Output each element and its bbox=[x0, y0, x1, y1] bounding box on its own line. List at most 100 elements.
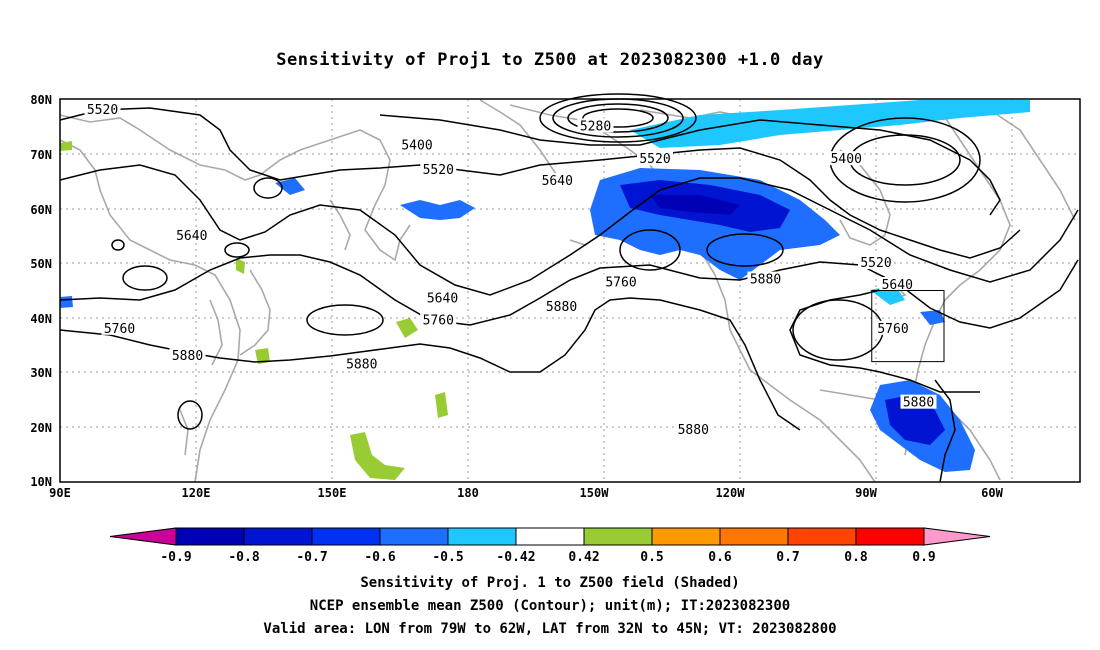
contour-label-bg bbox=[858, 255, 894, 270]
shade-positive-5 bbox=[255, 348, 270, 364]
shade-arctic bbox=[630, 100, 1030, 148]
lat-label: 10N bbox=[30, 475, 52, 489]
lon-label: 150W bbox=[580, 486, 610, 500]
shade-positive-4 bbox=[236, 258, 245, 274]
lat-label: 20N bbox=[30, 421, 52, 435]
lat-label: 80N bbox=[30, 93, 52, 107]
contour-label: 5880 bbox=[678, 423, 709, 438]
contour-label: 5880 bbox=[546, 300, 577, 315]
contour-label: 5760 bbox=[605, 275, 636, 290]
colorbar-segment bbox=[447, 527, 517, 546]
contour-label: 5760 bbox=[423, 314, 454, 329]
contour-label: 5520 bbox=[860, 256, 891, 271]
colorbar-segment bbox=[855, 527, 925, 546]
contour-label-bg bbox=[675, 422, 712, 437]
caption-valid-area: Valid area: LON from 79W to 62W, LAT fro… bbox=[263, 621, 837, 637]
shade-core-ne-pacific bbox=[650, 195, 740, 215]
contour-label: 5640 bbox=[542, 174, 573, 189]
colorbar-label: -0.9 bbox=[160, 550, 191, 565]
contour-label-bg bbox=[637, 151, 673, 166]
contour-label-bg bbox=[879, 277, 916, 292]
colorbar-label: -0.6 bbox=[364, 550, 395, 565]
contour-label: 5400 bbox=[831, 152, 862, 167]
colorbar-label: -0.8 bbox=[228, 550, 259, 565]
colorbar-label: -0.5 bbox=[432, 550, 463, 565]
lat-label: 30N bbox=[30, 366, 52, 380]
contour-label-bg bbox=[420, 162, 457, 177]
contour-label-bg bbox=[747, 271, 784, 286]
valid-area-box bbox=[871, 290, 945, 363]
lon-label: 180 bbox=[457, 486, 479, 500]
contour-label-bg bbox=[875, 320, 911, 335]
lon-label: 90E bbox=[49, 486, 71, 500]
z500-contours bbox=[59, 93, 1079, 483]
lat-label: 60N bbox=[30, 203, 52, 217]
contour-label-bg bbox=[399, 137, 435, 152]
contour-label-bg bbox=[343, 356, 380, 371]
colorbar-segment bbox=[243, 527, 313, 546]
contour-label-bg bbox=[543, 298, 580, 313]
contour-label-bg bbox=[539, 173, 576, 188]
shade-positive-3 bbox=[435, 392, 448, 418]
contour-label-bg bbox=[173, 227, 210, 242]
colorbar-max-arrow bbox=[923, 527, 991, 546]
shade-positive-2 bbox=[350, 432, 405, 480]
colorbar-segment bbox=[175, 527, 245, 546]
shade-positive-1 bbox=[396, 318, 418, 338]
lon-label: 120W bbox=[716, 486, 746, 500]
shade-patch-west-edge bbox=[60, 296, 73, 308]
lon-label: 120E bbox=[182, 486, 211, 500]
colorbar-segment bbox=[515, 527, 585, 546]
contour-label-bg bbox=[169, 348, 206, 363]
contour-label: 5640 bbox=[176, 229, 207, 244]
lon-label: 150E bbox=[318, 486, 347, 500]
lat-label: 70N bbox=[30, 148, 52, 162]
colorbar-label: -0.7 bbox=[296, 550, 327, 565]
shade-positive-6 bbox=[60, 141, 72, 151]
shade-patch-greatlakes bbox=[920, 310, 945, 325]
graticule bbox=[60, 99, 1080, 482]
lat-label: 40N bbox=[30, 312, 52, 326]
contour-label: 5880 bbox=[346, 357, 377, 372]
contour-label: 5760 bbox=[104, 322, 135, 337]
colorbar-segment bbox=[719, 527, 789, 546]
contour-label: 5400 bbox=[401, 139, 432, 154]
contour-label-bg bbox=[84, 101, 121, 116]
colorbar-label: 0.42 bbox=[568, 550, 599, 565]
colorbar-segment bbox=[787, 527, 857, 546]
contour-label: 5880 bbox=[903, 396, 934, 411]
colorbar-segment bbox=[583, 527, 653, 546]
map-border bbox=[59, 98, 1081, 483]
contour-label-bg bbox=[577, 118, 614, 133]
caption-contour: NCEP ensemble mean Z500 (Contour); unit(… bbox=[309, 598, 791, 614]
contour-label: 5520 bbox=[87, 103, 118, 118]
colorbar-label: 0.8 bbox=[844, 550, 868, 565]
contour-label-bg bbox=[101, 320, 138, 335]
lon-tick-labels: 90E 120E 150E 180 150W 120W 90W 60W bbox=[49, 486, 1003, 500]
lon-label: 60W bbox=[981, 486, 1003, 500]
contour-label: 5880 bbox=[172, 349, 203, 364]
lon-label: 90W bbox=[855, 486, 877, 500]
shade-patch-kamchatka bbox=[400, 200, 475, 220]
map-title: Sensitivity of Proj1 to Z500 at 20230823… bbox=[276, 50, 824, 70]
contour-label: 5640 bbox=[882, 278, 913, 293]
contour-label-bg bbox=[603, 274, 639, 289]
contour-label: 5640 bbox=[427, 292, 458, 307]
contour-label: 5280 bbox=[580, 119, 611, 134]
colorbar-label: 0.7 bbox=[776, 550, 799, 565]
colorbar-segment bbox=[379, 527, 449, 546]
contour-label: 5880 bbox=[750, 273, 781, 288]
contour-label: 5520 bbox=[639, 152, 670, 167]
colorbar-label: -0.42 bbox=[496, 550, 535, 565]
colorbar-label: 0.6 bbox=[708, 550, 732, 565]
contour-label-bg bbox=[424, 290, 461, 305]
caption-shaded: Sensitivity of Proj. 1 to Z500 field (Sh… bbox=[360, 575, 740, 591]
contour-label-bg bbox=[828, 151, 865, 166]
colorbar-label: 0.5 bbox=[640, 550, 663, 565]
contour-label-bg bbox=[900, 394, 937, 409]
lat-tick-labels: 80N 70N 60N 50N 40N 30N 20N 10N bbox=[30, 93, 52, 489]
colorbar: -0.9 -0.8 -0.7 -0.6 -0.5 -0.42 0.42 0.5 0.6 0.7 0.… bbox=[109, 527, 991, 565]
colorbar-min-arrow bbox=[109, 527, 177, 546]
colorbar-label: 0.9 bbox=[912, 550, 935, 565]
